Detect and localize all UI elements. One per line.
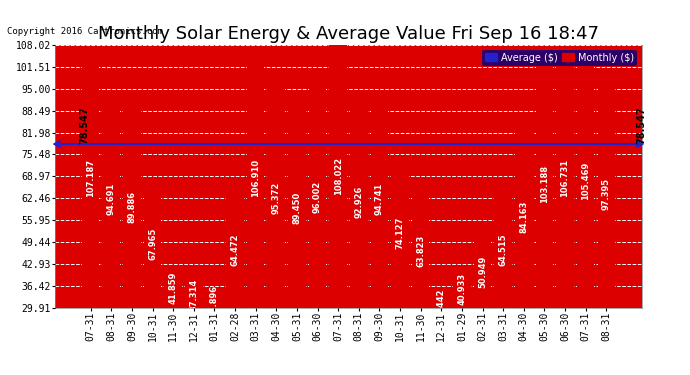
Text: 84.163: 84.163 xyxy=(520,200,529,232)
Text: 107.187: 107.187 xyxy=(86,159,95,196)
Bar xyxy=(494,191,512,375)
Text: 89.886: 89.886 xyxy=(128,190,137,223)
Text: 50.949: 50.949 xyxy=(478,256,487,288)
Bar xyxy=(206,294,223,375)
Title: Monthly Solar Energy & Average Value Fri Sep 16 18:47: Monthly Solar Energy & Average Value Fri… xyxy=(98,26,599,44)
Text: 92.926: 92.926 xyxy=(354,185,363,218)
Bar xyxy=(268,87,285,375)
Bar xyxy=(164,267,182,375)
Text: 41.859: 41.859 xyxy=(168,271,177,304)
Text: 74.127: 74.127 xyxy=(395,217,404,249)
Text: 64.472: 64.472 xyxy=(230,233,239,266)
Text: 105.469: 105.469 xyxy=(581,161,590,200)
Text: 63.823: 63.823 xyxy=(416,234,425,267)
Text: 106.910: 106.910 xyxy=(251,159,260,197)
Text: 40.933: 40.933 xyxy=(457,273,466,305)
Bar xyxy=(288,107,306,375)
Text: 89.450: 89.450 xyxy=(293,191,302,224)
Bar xyxy=(474,237,491,375)
Text: 94.741: 94.741 xyxy=(375,182,384,215)
Bar xyxy=(226,191,244,375)
Bar xyxy=(391,159,408,375)
Bar xyxy=(515,125,533,375)
Bar xyxy=(577,54,594,375)
Bar xyxy=(453,270,471,375)
Text: 95.372: 95.372 xyxy=(272,182,281,214)
Bar xyxy=(82,48,99,375)
Bar xyxy=(350,96,368,375)
Legend: Average ($), Monthly ($): Average ($), Monthly ($) xyxy=(482,50,637,66)
Bar xyxy=(598,81,615,375)
Text: 103.188: 103.188 xyxy=(540,165,549,203)
Text: 78.547: 78.547 xyxy=(79,106,90,144)
Bar xyxy=(371,90,388,375)
Bar xyxy=(308,86,326,375)
Bar xyxy=(556,50,574,375)
Text: 108.022: 108.022 xyxy=(334,157,343,195)
Bar xyxy=(329,45,347,375)
Text: 37.314: 37.314 xyxy=(189,279,198,311)
Text: 94.691: 94.691 xyxy=(107,183,116,215)
Bar xyxy=(185,283,203,375)
Text: 64.515: 64.515 xyxy=(499,233,508,266)
Text: 67.965: 67.965 xyxy=(148,227,157,260)
Bar xyxy=(433,302,450,375)
Text: 31.442: 31.442 xyxy=(437,289,446,321)
Bar xyxy=(247,49,264,375)
Text: 96.002: 96.002 xyxy=(313,180,322,213)
Text: 33.896: 33.896 xyxy=(210,285,219,317)
Bar xyxy=(103,90,120,375)
Text: 106.731: 106.731 xyxy=(560,159,569,198)
Bar xyxy=(144,180,161,375)
Bar xyxy=(123,106,141,375)
Text: 78.547: 78.547 xyxy=(636,106,647,144)
Text: 97.395: 97.395 xyxy=(602,178,611,210)
Bar xyxy=(412,194,429,375)
Bar xyxy=(535,61,553,375)
Text: Copyright 2016 Cartronics.com: Copyright 2016 Cartronics.com xyxy=(7,27,163,36)
